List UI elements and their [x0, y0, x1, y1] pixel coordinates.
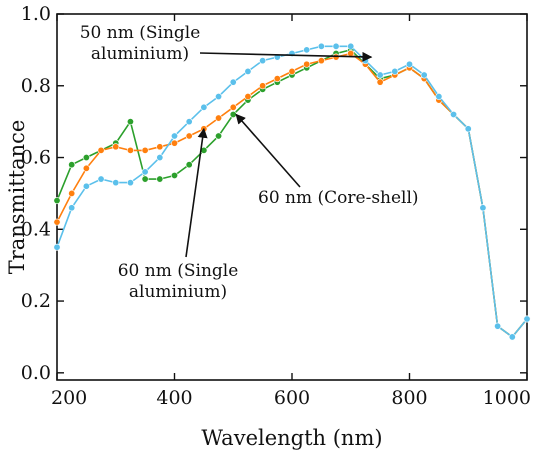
data-point	[156, 143, 164, 151]
annotation-3: 60 nm (Single aluminium)	[118, 127, 239, 302]
data-point	[317, 57, 325, 65]
data-point	[215, 132, 223, 140]
data-point	[97, 175, 105, 183]
y-tick-label: 0.0	[21, 362, 51, 384]
data-point	[229, 110, 237, 118]
data-point	[53, 218, 61, 226]
data-point	[435, 93, 443, 101]
data-point	[303, 60, 311, 68]
data-point	[303, 46, 311, 54]
data-point	[215, 114, 223, 122]
annotation-arrow	[185, 127, 208, 258]
data-point	[361, 57, 369, 65]
data-point	[53, 197, 61, 205]
annotation-label: 50 nm (Single aluminium)	[80, 23, 201, 64]
annotation-1: 50 nm (Single aluminium)	[80, 23, 373, 64]
data-point	[68, 204, 76, 212]
data-point	[82, 182, 90, 190]
data-point	[141, 168, 149, 176]
data-point	[171, 132, 179, 140]
data-point	[185, 161, 193, 169]
y-tick-label: 0.8	[21, 75, 51, 97]
data-point	[156, 175, 164, 183]
data-point	[229, 103, 237, 111]
data-point	[332, 42, 340, 50]
data-point	[317, 42, 325, 50]
data-point	[450, 110, 458, 118]
data-point	[347, 49, 355, 57]
data-point	[464, 125, 472, 133]
annotation-label: 60 nm (Single aluminium)	[118, 261, 239, 302]
data-point	[112, 143, 120, 151]
y-tick-label: 0.6	[21, 147, 51, 169]
y-tick-label: 1.0	[21, 3, 51, 25]
data-point	[523, 315, 531, 323]
annotation-2: 60 nm (Core-shell)	[235, 113, 419, 208]
data-point	[200, 103, 208, 111]
data-point	[376, 71, 384, 79]
data-point	[259, 57, 267, 65]
x-axis-title: Wavelength (nm)	[201, 426, 382, 450]
data-point	[494, 322, 502, 330]
x-tick-label: 600	[274, 387, 310, 409]
data-point	[141, 146, 149, 154]
data-point	[273, 75, 281, 83]
data-point	[126, 146, 134, 154]
x-axis: 200 400 600 800 1000	[51, 14, 531, 409]
data-point	[68, 189, 76, 197]
y-axis: 0.0 0.2 0.4 0.6 0.8 1.0	[21, 3, 527, 384]
annotation-arrow	[235, 113, 301, 188]
data-point	[244, 93, 252, 101]
data-point	[376, 78, 384, 86]
x-tick-label: 200	[51, 387, 87, 409]
annotation-label: 60 nm (Core-shell)	[258, 188, 419, 208]
y-axis-title: Transmittance	[5, 120, 29, 275]
y-tick-label: 0.4	[21, 218, 51, 240]
data-point	[126, 118, 134, 126]
data-point	[185, 132, 193, 140]
data-point	[508, 333, 516, 341]
data-point	[259, 82, 267, 90]
data-point	[229, 78, 237, 86]
data-point	[112, 179, 120, 187]
data-point	[185, 118, 193, 126]
data-point	[405, 60, 413, 68]
x-tick-label: 400	[156, 387, 192, 409]
data-point	[171, 171, 179, 179]
series-3	[53, 42, 531, 341]
data-point	[82, 154, 90, 162]
x-tick-label: 1000	[483, 387, 531, 409]
data-point	[68, 161, 76, 169]
data-point	[420, 71, 428, 79]
y-tick-label: 0.2	[21, 290, 51, 312]
annotation-layer: 50 nm (Single aluminium) 60 nm (Core-shell…	[80, 23, 419, 302]
data-point	[156, 154, 164, 162]
data-point	[126, 179, 134, 187]
data-point	[244, 67, 252, 75]
data-point	[479, 204, 487, 212]
x-tick-label: 800	[391, 387, 427, 409]
data-point	[215, 93, 223, 101]
data-point	[53, 243, 61, 251]
data-point	[82, 164, 90, 172]
series-layer	[53, 42, 531, 341]
data-point	[347, 42, 355, 50]
data-point	[288, 67, 296, 75]
data-point	[97, 146, 105, 154]
annotation-arrow	[199, 51, 373, 62]
data-point	[171, 139, 179, 147]
data-point	[391, 67, 399, 75]
data-point	[141, 175, 149, 183]
